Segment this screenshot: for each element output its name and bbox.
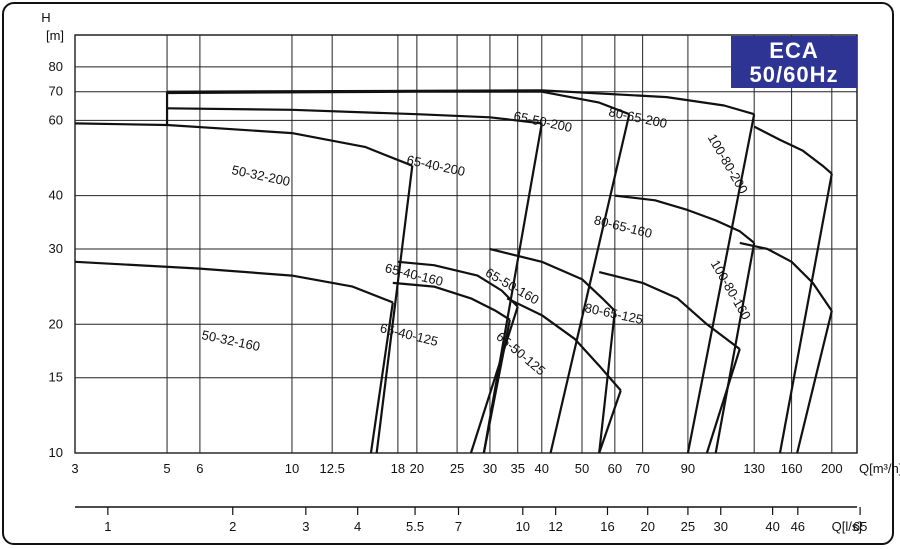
y-tick-label: 20 — [49, 316, 63, 331]
curve-65-40-200 — [167, 107, 542, 125]
curve-label: 50-32-200 — [230, 162, 291, 189]
limit-line — [375, 165, 414, 454]
curve-65-40-160 — [397, 260, 519, 308]
secondary-tick-label: 30 — [714, 519, 728, 534]
limit-line — [549, 113, 631, 454]
x-tick-label: 3 — [71, 461, 78, 476]
x-tick-label: 130 — [743, 461, 765, 476]
curve-100-80-200 — [753, 125, 833, 175]
y-tick-label: 40 — [49, 188, 63, 203]
x-tick-label: 50 — [575, 461, 589, 476]
x-tick-label: 18 — [391, 461, 405, 476]
secondary-tick-label: 2 — [229, 519, 236, 534]
secondary-tick-label: 40 — [765, 519, 779, 534]
limit-line — [705, 348, 741, 454]
x-tick-label: 90 — [681, 461, 695, 476]
x-tick-label: 6 — [196, 461, 203, 476]
x-tick-label: 30 — [483, 461, 497, 476]
secondary-tick-label: 5.5 — [406, 519, 424, 534]
x-tick-label: 12.5 — [320, 461, 345, 476]
y-tick-label: 80 — [49, 59, 63, 74]
x-tick-label: 35 — [510, 461, 524, 476]
curve-100-80-160 — [739, 241, 833, 312]
secondary-tick-label: 20 — [640, 519, 654, 534]
x-tick-label: 5 — [163, 461, 170, 476]
secondary-tick-label: 25 — [681, 519, 695, 534]
secondary-tick-label: 46 — [791, 519, 805, 534]
secondary-axis-title: Q[l/s] — [832, 519, 862, 534]
x-tick-label: 25 — [450, 461, 464, 476]
curve-label: 80-65-200 — [607, 104, 668, 131]
limit-line — [369, 302, 394, 454]
curve-50-32-200 — [74, 122, 413, 167]
limit-line — [598, 390, 622, 454]
limit-line — [482, 319, 511, 454]
curve-65-50-160 — [489, 247, 616, 312]
curve-80-65-200 — [167, 89, 755, 116]
x-tick-label: 160 — [781, 461, 803, 476]
model-badge: ECA 50/60Hz — [731, 36, 857, 88]
y-tick-label: 60 — [49, 112, 63, 127]
x-tick-label: 10 — [285, 461, 299, 476]
curve-label: 50-32-160 — [200, 327, 261, 354]
curve-label: 65-50-200 — [512, 108, 573, 135]
curve-65-50-125 — [506, 297, 622, 392]
secondary-tick-label: 1 — [104, 519, 111, 534]
limit-line — [714, 242, 756, 454]
secondary-tick-label: 65 — [853, 519, 867, 534]
secondary-tick-label: 7 — [455, 519, 462, 534]
secondary-tick-label: 10 — [516, 519, 530, 534]
x-tick-label: 40 — [535, 461, 549, 476]
y-axis-unit: [m] — [46, 28, 64, 43]
limit-line — [796, 310, 833, 454]
curve-80-65-125 — [598, 271, 741, 350]
y-tick-label: 10 — [49, 445, 63, 460]
y-tick-label: 70 — [49, 84, 63, 99]
secondary-tick-label: 4 — [354, 519, 361, 534]
curve-50-32-160 — [74, 260, 394, 304]
limit-line — [598, 310, 616, 454]
limit-line — [469, 306, 519, 454]
x-axis-title: Q[m³/h] — [859, 461, 900, 476]
y-tick-label: 30 — [49, 241, 63, 256]
x-tick-label: 200 — [821, 461, 843, 476]
y-axis-title: H — [41, 10, 50, 25]
curve-65-40-125 — [392, 281, 511, 321]
badge-model: ECA — [769, 38, 819, 63]
badge-frequency: 50/60Hz — [749, 62, 839, 87]
limit-line — [686, 114, 756, 454]
y-tick-label: 15 — [49, 370, 63, 385]
x-tick-label: 70 — [635, 461, 649, 476]
curve-80-65-160 — [614, 194, 755, 244]
secondary-tick-label: 12 — [548, 519, 562, 534]
x-tick-label: 20 — [410, 461, 424, 476]
x-tick-label: 60 — [608, 461, 622, 476]
secondary-tick-label: 16 — [600, 519, 614, 534]
secondary-tick-label: 3 — [302, 519, 309, 534]
limit-line — [778, 173, 833, 454]
